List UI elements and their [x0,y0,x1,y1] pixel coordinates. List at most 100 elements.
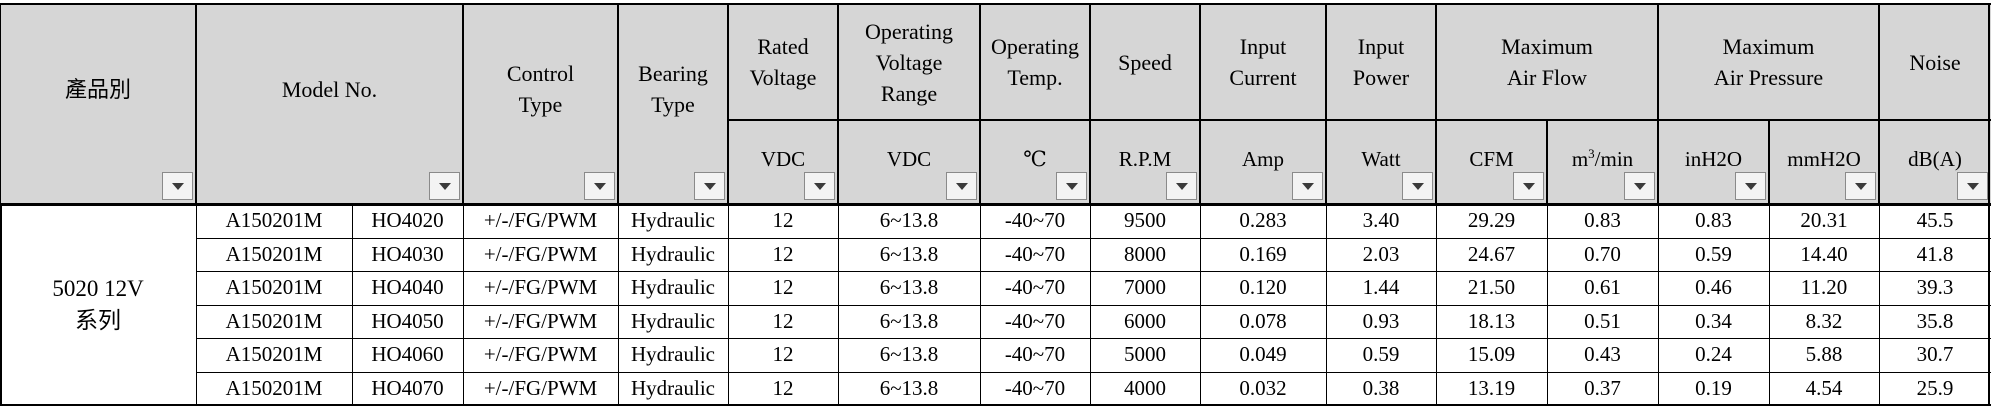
cell-bearing[interactable]: Hydraulic [618,338,728,372]
cell-bearing[interactable]: Hydraulic [618,371,728,405]
cell-m3min[interactable]: 0.61 [1547,271,1658,305]
cell-model-a[interactable]: A150201M [196,304,352,338]
cell-model-b[interactable]: HO4060 [352,338,463,372]
cell-current[interactable]: 0.078 [1200,304,1326,338]
filter-dropdown-icon[interactable] [1513,172,1544,200]
cell-v-range[interactable]: 6~13.8 [838,237,980,271]
cell-temp[interactable]: -40~70 [980,304,1090,338]
cell-current[interactable]: 0.049 [1200,338,1326,372]
cell-mmh2o[interactable]: 14.40 [1769,237,1879,271]
cell-v-range[interactable]: 6~13.8 [838,338,980,372]
filter-dropdown-icon[interactable] [1845,172,1876,200]
filter-dropdown-icon[interactable] [804,172,835,200]
cell-cfm[interactable]: 13.19 [1436,371,1547,405]
cell-speed[interactable]: 7000 [1090,271,1200,305]
cell-m3min[interactable]: 0.43 [1547,338,1658,372]
cell-control[interactable]: +/-/FG/PWM [463,304,618,338]
cell-power[interactable]: 0.38 [1326,371,1436,405]
cell-inh2o[interactable]: 0.19 [1658,371,1769,405]
cell-rated-v[interactable]: 12 [728,237,838,271]
filter-dropdown-icon[interactable] [1957,172,1988,200]
cell-mmh2o[interactable]: 11.20 [1769,271,1879,305]
cell-m3min[interactable]: 0.51 [1547,304,1658,338]
filter-dropdown-icon[interactable] [1402,172,1433,200]
filter-dropdown-icon[interactable] [1624,172,1655,200]
cell-bearing[interactable]: Hydraulic [618,237,728,271]
cell-power[interactable]: 1.44 [1326,271,1436,305]
cell-bearing[interactable]: Hydraulic [618,304,728,338]
cell-mmh2o[interactable]: 8.32 [1769,304,1879,338]
cell-v-range[interactable]: 6~13.8 [838,204,980,238]
cell-v-range[interactable]: 6~13.8 [838,304,980,338]
cell-control[interactable]: +/-/FG/PWM [463,204,618,238]
cell-rated-v[interactable]: 12 [728,371,838,405]
cell-power[interactable]: 0.93 [1326,304,1436,338]
cell-current[interactable]: 0.032 [1200,371,1326,405]
cell-mmh2o[interactable]: 4.54 [1769,371,1879,405]
cell-power[interactable]: 0.59 [1326,338,1436,372]
filter-dropdown-icon[interactable] [162,172,193,200]
cell-noise[interactable]: 25.9 [1879,371,1991,405]
cell-model-b[interactable]: HO4070 [352,371,463,405]
cell-inh2o[interactable]: 0.59 [1658,237,1769,271]
cell-cfm[interactable]: 18.13 [1436,304,1547,338]
cell-rated-v[interactable]: 12 [728,304,838,338]
filter-dropdown-icon[interactable] [1735,172,1766,200]
cell-rated-v[interactable]: 12 [728,204,838,238]
cell-m3min[interactable]: 0.37 [1547,371,1658,405]
cell-current[interactable]: 0.283 [1200,204,1326,238]
cell-cfm[interactable]: 29.29 [1436,204,1547,238]
cell-power[interactable]: 3.40 [1326,204,1436,238]
cell-model-a[interactable]: A150201M [196,338,352,372]
cell-temp[interactable]: -40~70 [980,237,1090,271]
cell-speed[interactable]: 4000 [1090,371,1200,405]
cell-inh2o[interactable]: 0.24 [1658,338,1769,372]
cell-noise[interactable]: 30.7 [1879,338,1991,372]
cell-cfm[interactable]: 21.50 [1436,271,1547,305]
cell-model-b[interactable]: HO4030 [352,237,463,271]
cell-speed[interactable]: 9500 [1090,204,1200,238]
cell-bearing[interactable]: Hydraulic [618,271,728,305]
filter-dropdown-icon[interactable] [946,172,977,200]
cell-noise[interactable]: 45.5 [1879,204,1991,238]
cell-temp[interactable]: -40~70 [980,338,1090,372]
cell-mmh2o[interactable]: 5.88 [1769,338,1879,372]
filter-dropdown-icon[interactable] [584,172,615,200]
cell-current[interactable]: 0.120 [1200,271,1326,305]
filter-dropdown-icon[interactable] [694,172,725,200]
cell-cfm[interactable]: 15.09 [1436,338,1547,372]
cell-v-range[interactable]: 6~13.8 [838,271,980,305]
cell-cfm[interactable]: 24.67 [1436,237,1547,271]
cell-model-a[interactable]: A150201M [196,204,352,238]
cell-control[interactable]: +/-/FG/PWM [463,271,618,305]
cell-control[interactable]: +/-/FG/PWM [463,237,618,271]
cell-inh2o[interactable]: 0.83 [1658,204,1769,238]
cell-rated-v[interactable]: 12 [728,338,838,372]
cell-model-a[interactable]: A150201M [196,237,352,271]
cell-temp[interactable]: -40~70 [980,271,1090,305]
cell-model-a[interactable]: A150201M [196,271,352,305]
cell-model-b[interactable]: HO4050 [352,304,463,338]
cell-rated-v[interactable]: 12 [728,271,838,305]
cell-m3min[interactable]: 0.83 [1547,204,1658,238]
cell-speed[interactable]: 5000 [1090,338,1200,372]
cell-model-b[interactable]: HO4040 [352,271,463,305]
cell-inh2o[interactable]: 0.34 [1658,304,1769,338]
cell-control[interactable]: +/-/FG/PWM [463,338,618,372]
cell-speed[interactable]: 6000 [1090,304,1200,338]
cell-noise[interactable]: 41.8 [1879,237,1991,271]
filter-dropdown-icon[interactable] [1292,172,1323,200]
cell-inh2o[interactable]: 0.46 [1658,271,1769,305]
cell-temp[interactable]: -40~70 [980,204,1090,238]
cell-noise[interactable]: 35.8 [1879,304,1991,338]
cell-mmh2o[interactable]: 20.31 [1769,204,1879,238]
cell-m3min[interactable]: 0.70 [1547,237,1658,271]
cell-speed[interactable]: 8000 [1090,237,1200,271]
filter-dropdown-icon[interactable] [1166,172,1197,200]
cell-power[interactable]: 2.03 [1326,237,1436,271]
cell-temp[interactable]: -40~70 [980,371,1090,405]
cell-noise[interactable]: 39.3 [1879,271,1991,305]
cell-v-range[interactable]: 6~13.8 [838,371,980,405]
filter-dropdown-icon[interactable] [429,172,460,200]
cell-model-b[interactable]: HO4020 [352,204,463,238]
